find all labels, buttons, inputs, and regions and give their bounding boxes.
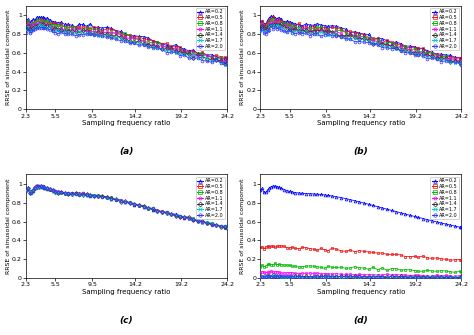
X-axis label: Sampling frequency ratio: Sampling frequency ratio xyxy=(317,289,405,295)
Text: (c): (c) xyxy=(120,316,133,325)
Y-axis label: RRSE of sinusoidal component: RRSE of sinusoidal component xyxy=(240,179,245,274)
Y-axis label: RRSE of sinusoidal component: RRSE of sinusoidal component xyxy=(6,179,10,274)
Text: (d): (d) xyxy=(354,316,368,325)
Legend: AR=0.2, AR=0.5, AR=0.8, AR=1.1, AR=1.4, AR=1.7, AR=2.0: AR=0.2, AR=0.5, AR=0.8, AR=1.1, AR=1.4, … xyxy=(430,177,459,219)
Legend: AR=0.2, AR=0.5, AR=0.8, AR=1.1, AR=1.4, AR=1.7, AR=2.0: AR=0.2, AR=0.5, AR=0.8, AR=1.1, AR=1.4, … xyxy=(430,8,459,50)
Y-axis label: RRSE of sinusoidal component: RRSE of sinusoidal component xyxy=(6,10,10,105)
Legend: AR=0.2, AR=0.5, AR=0.8, AR=1.1, AR=1.4, AR=1.7, AR=2.0: AR=0.2, AR=0.5, AR=0.8, AR=1.1, AR=1.4, … xyxy=(196,8,225,50)
X-axis label: Sampling frequency ratio: Sampling frequency ratio xyxy=(317,120,405,126)
Legend: AR=0.2, AR=0.5, AR=0.8, AR=1.1, AR=1.4, AR=1.7, AR=2.0: AR=0.2, AR=0.5, AR=0.8, AR=1.1, AR=1.4, … xyxy=(196,177,225,219)
X-axis label: Sampling frequency ratio: Sampling frequency ratio xyxy=(82,289,171,295)
Text: (a): (a) xyxy=(119,147,134,156)
Y-axis label: RRSE of sinusoidal component: RRSE of sinusoidal component xyxy=(240,10,245,105)
X-axis label: Sampling frequency ratio: Sampling frequency ratio xyxy=(82,120,171,126)
Text: (b): (b) xyxy=(354,147,368,156)
